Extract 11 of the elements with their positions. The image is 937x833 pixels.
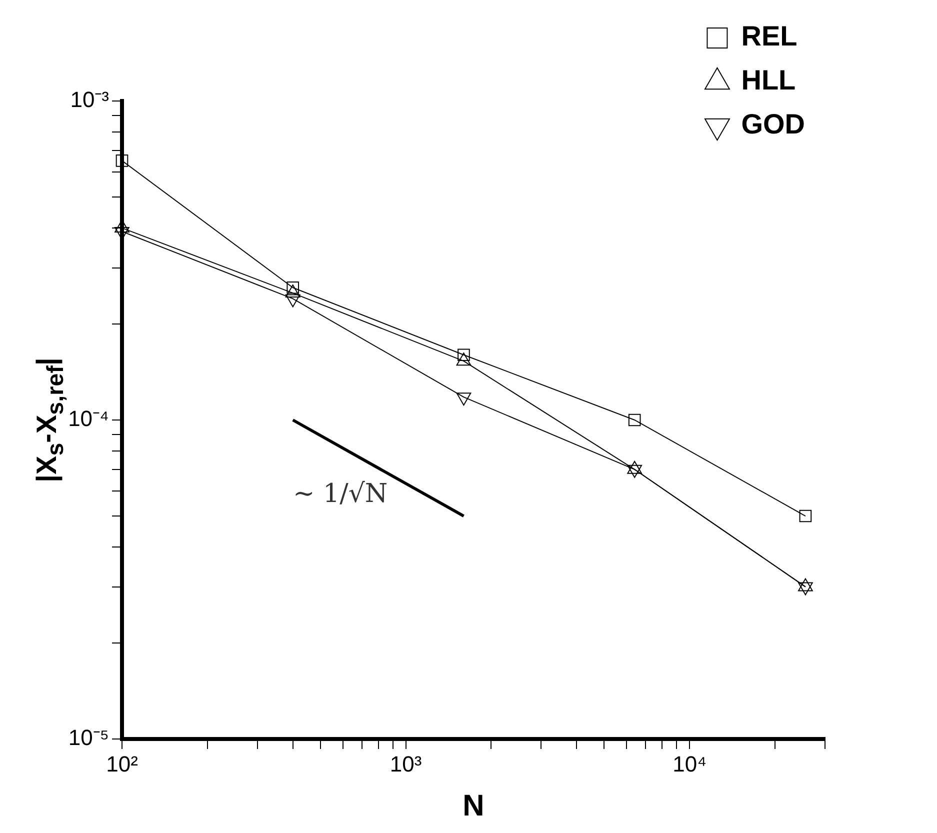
x-tick-label: 10⁴ [672,751,707,776]
x-axis-title: N [462,789,484,822]
y-tick-label: 10⁻⁵ [68,725,109,750]
legend-label: GOD [741,108,805,140]
legend-label: HLL [741,64,796,96]
legend-label: REL [741,20,798,52]
x-tick-label: 10³ [390,751,422,776]
annotation: ∼ 1/√N [293,478,388,509]
y-tick-label: 10⁻³ [70,87,109,112]
y-tick-label: 10⁻⁴ [68,406,109,432]
x-tick-label: 10² [106,751,138,776]
